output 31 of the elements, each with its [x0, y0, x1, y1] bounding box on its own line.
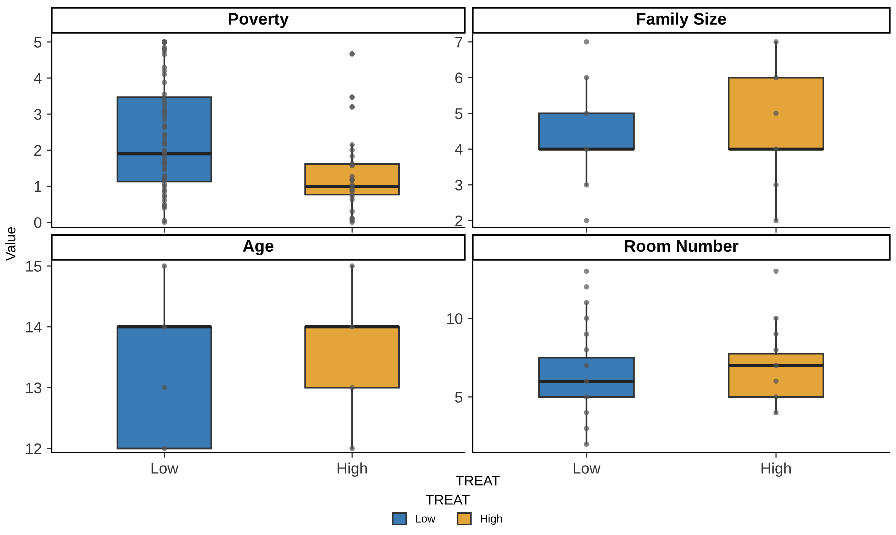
x-tick-label: High — [338, 462, 368, 477]
x-tick-label: Low — [574, 463, 601, 474]
y-tick-label: 0 — [34, 217, 42, 228]
y-tick-label: 13 — [26, 382, 42, 394]
y-tick-label: 4 — [34, 73, 42, 84]
y-tick-label: 10 — [447, 313, 463, 324]
x-axis-title: TREAT — [426, 495, 470, 505]
x-tick-label: Low — [152, 463, 179, 474]
chart-title: Room Number — [625, 240, 739, 252]
y-tick-label: 15 — [26, 261, 42, 272]
legend-label: High — [481, 514, 502, 525]
chart-title: Poverty — [229, 13, 289, 28]
y-tick-label: 2 — [456, 216, 463, 226]
y-tick-label: 4 — [455, 144, 463, 155]
y-tick-label: 5 — [34, 37, 42, 48]
y-tick-label: 3 — [455, 180, 463, 191]
legend-label: Low — [416, 515, 436, 523]
y-tick-label: 14 — [26, 322, 42, 333]
chart-title: Age — [243, 240, 274, 256]
y-tick-label: 1 — [34, 182, 42, 192]
legend-title: TREAT — [456, 476, 500, 486]
x-tick-label: High — [762, 462, 791, 477]
y-tick-label: 12 — [26, 444, 42, 454]
chart-title: Family Size — [637, 12, 726, 28]
y-tick-label: 3 — [34, 109, 42, 120]
y-tick-label: 7 — [456, 37, 463, 48]
y-tick-label: 6 — [456, 72, 463, 84]
y-tick-label: 2 — [34, 145, 42, 156]
y-axis-title: Value — [6, 227, 16, 262]
y-tick-label: 5 — [455, 392, 463, 403]
y-tick-label: 5 — [455, 108, 463, 120]
